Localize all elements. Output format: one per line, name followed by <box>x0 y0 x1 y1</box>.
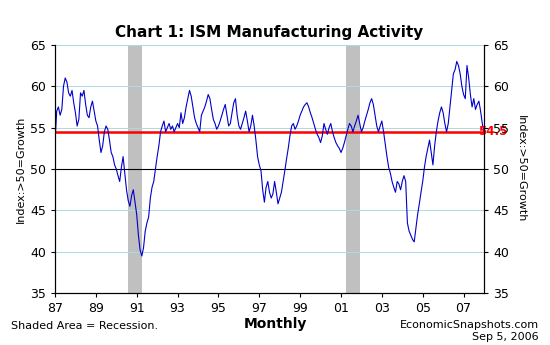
Y-axis label: Index:>50=Growth: Index:>50=Growth <box>516 115 526 223</box>
Text: Shaded Area = Recession.: Shaded Area = Recession. <box>11 321 158 331</box>
Text: 54.5: 54.5 <box>478 125 507 138</box>
Bar <box>346 45 360 293</box>
Bar <box>128 45 142 293</box>
Y-axis label: Index:>50=Growth: Index:>50=Growth <box>16 115 26 223</box>
Text: EconomicSnapshots.com
Sep 5, 2006: EconomicSnapshots.com Sep 5, 2006 <box>400 320 539 342</box>
Text: Monthly: Monthly <box>243 317 307 331</box>
Title: Chart 1: ISM Manufacturing Activity: Chart 1: ISM Manufacturing Activity <box>116 24 424 40</box>
